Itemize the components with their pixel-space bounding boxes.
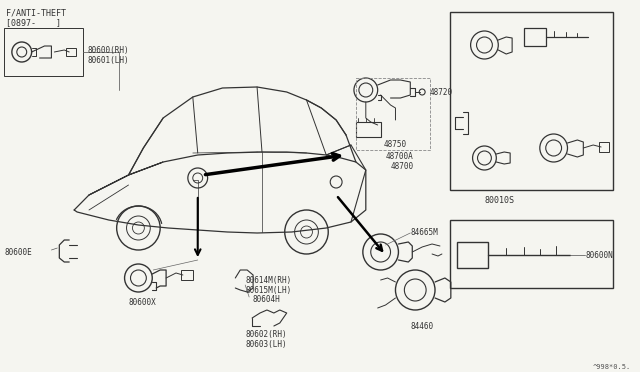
Text: 80615M(LH): 80615M(LH) [245,286,291,295]
Text: 48700A: 48700A [385,152,413,161]
Bar [356,122,381,137]
Text: [0897-    ]: [0897- ] [6,18,61,27]
Text: 80614M(RH): 80614M(RH) [245,276,291,285]
Text: 80600N: 80600N [586,251,613,260]
Text: 80600(RH): 80600(RH) [87,46,129,55]
Bar [450,220,613,288]
Text: 80601(LH): 80601(LH) [87,56,129,65]
Text: 84665M: 84665M [410,228,438,237]
Text: 48750: 48750 [383,140,407,149]
Text: 80010S: 80010S [484,196,515,205]
Bar [356,78,430,150]
Text: 80600E: 80600E [5,248,33,257]
Bar [524,28,546,46]
Bar [457,242,488,268]
Text: 48720: 48720 [430,88,453,97]
Bar [599,142,609,152]
Bar [450,12,613,190]
Text: 84460: 84460 [410,322,433,331]
Text: 80600X: 80600X [129,298,156,307]
Text: F/ANTI-THEFT: F/ANTI-THEFT [6,8,66,17]
Text: ^998*0.5.: ^998*0.5. [593,364,632,370]
Bar [181,270,193,280]
Text: 80602(RH): 80602(RH) [245,330,287,339]
Bar [4,28,83,76]
Bar [67,48,76,56]
Text: 80604H: 80604H [252,295,280,304]
Text: 80603(LH): 80603(LH) [245,340,287,349]
Text: 48700: 48700 [390,162,413,171]
